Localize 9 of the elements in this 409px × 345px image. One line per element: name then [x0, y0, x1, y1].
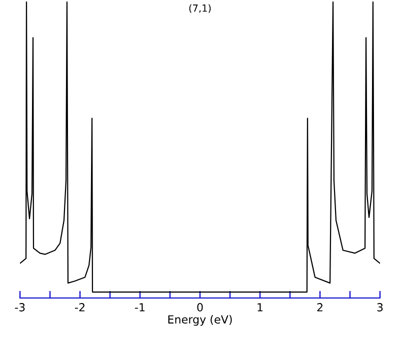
x-tick-label: -3 — [15, 303, 25, 312]
chart-title: (7,1) — [189, 4, 211, 13]
x-tick-label: 0 — [197, 303, 203, 312]
x-tick-label: -2 — [75, 303, 84, 312]
x-tick-label: 3 — [377, 303, 383, 312]
x-tick-label: -1 — [135, 303, 145, 312]
x-axis-title: Energy (eV) — [168, 315, 232, 326]
x-tick-label: 2 — [317, 303, 322, 312]
x-tick-label: 1 — [258, 303, 263, 312]
